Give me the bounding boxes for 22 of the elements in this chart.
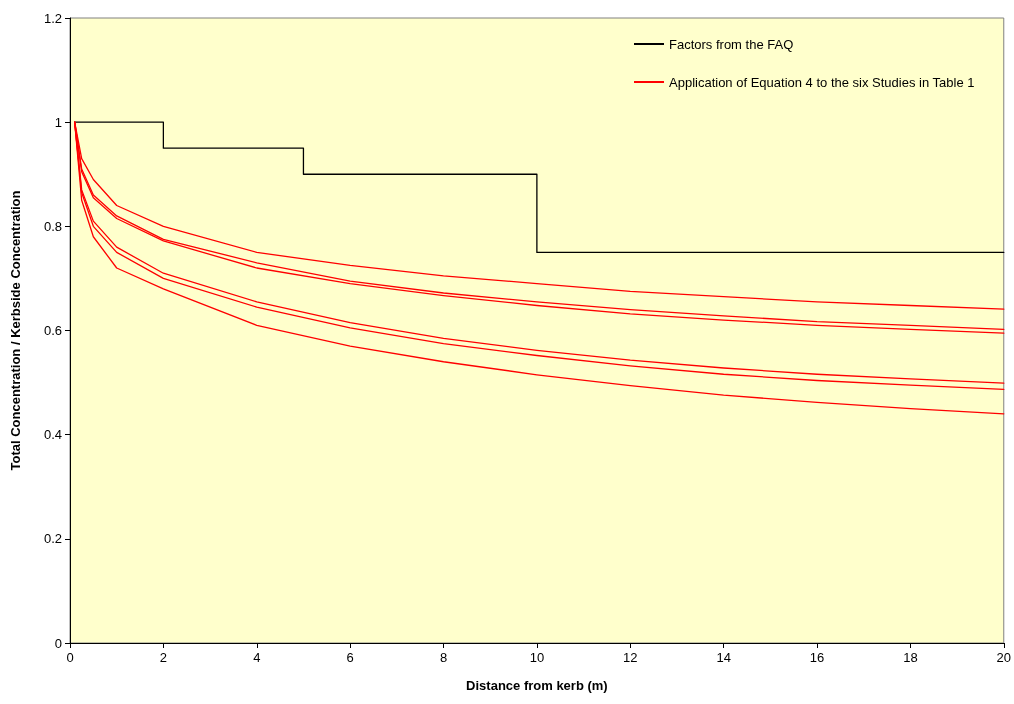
x-tick-label: 0 (66, 650, 74, 665)
x-tick-label: 14 (716, 650, 731, 665)
x-tick-label: 20 (996, 650, 1011, 665)
x-tick-label: 10 (529, 650, 545, 665)
x-tick-label: 4 (253, 650, 261, 665)
y-tick-label: 0.6 (43, 323, 62, 338)
legend-label: Application of Equation 4 to the six Studies in Table 1 (669, 74, 975, 90)
y-tick-label: 0.4 (43, 427, 62, 443)
y-tick-label: 0.2 (43, 531, 62, 547)
y-tick-label: 1 (54, 114, 62, 130)
x-tick-label: 8 (439, 650, 448, 665)
x-tick-label: 18 (903, 650, 918, 665)
y-tick-label: 0.8 (43, 218, 62, 234)
x-axis-title: Distance from kerb (m) (466, 678, 608, 693)
y-axis-title: Total Concentration / Kerbside Concentration (8, 190, 23, 471)
legend-label: Factors from the FAQ (669, 36, 794, 52)
y-tick-label: 0 (54, 635, 62, 651)
y-tick-label: 1.2 (43, 10, 62, 26)
x-tick-label: 12 (623, 650, 638, 665)
x-tick-label: 16 (809, 650, 825, 665)
x-tick-label: 6 (346, 650, 354, 665)
x-tick-label: 2 (159, 650, 167, 665)
